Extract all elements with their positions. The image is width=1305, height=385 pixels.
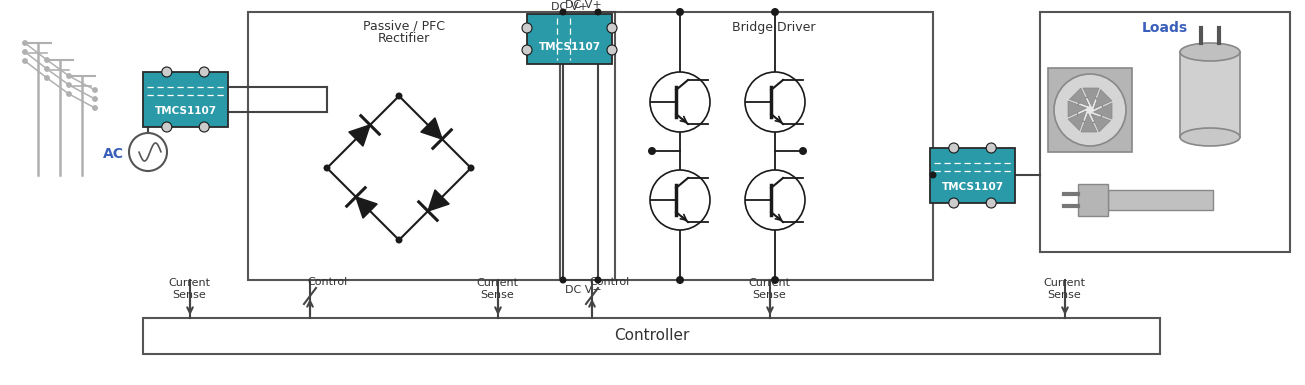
Ellipse shape [1180, 128, 1240, 146]
Circle shape [162, 122, 172, 132]
Text: Sense: Sense [1047, 290, 1081, 300]
Circle shape [395, 236, 402, 243]
Circle shape [93, 88, 97, 92]
Circle shape [799, 147, 806, 155]
Text: Current: Current [476, 278, 518, 288]
Polygon shape [1094, 103, 1112, 119]
Ellipse shape [1180, 43, 1240, 61]
Circle shape [607, 45, 617, 55]
Circle shape [650, 72, 710, 132]
Polygon shape [1070, 88, 1088, 106]
Text: TMCS1107: TMCS1107 [539, 42, 600, 52]
Circle shape [129, 133, 167, 171]
Text: Rectifier: Rectifier [378, 32, 431, 45]
Text: Sense: Sense [480, 290, 514, 300]
Circle shape [987, 198, 996, 208]
Bar [1048, 68, 1131, 152]
Bar [1108, 190, 1214, 210]
Circle shape [650, 170, 710, 230]
Circle shape [522, 45, 532, 55]
Circle shape [949, 198, 959, 208]
Circle shape [22, 50, 27, 54]
Circle shape [595, 276, 602, 283]
Circle shape [560, 276, 566, 283]
Text: DC V+: DC V+ [565, 0, 602, 10]
Text: Sense: Sense [752, 290, 786, 300]
Circle shape [324, 164, 330, 171]
Polygon shape [420, 118, 442, 139]
Bar [1180, 52, 1240, 137]
Polygon shape [428, 190, 449, 211]
Text: Loads: Loads [1142, 21, 1188, 35]
Circle shape [676, 276, 684, 284]
Bar [1078, 184, 1108, 216]
Bar [248, 12, 560, 280]
Bar [144, 72, 228, 127]
Circle shape [67, 92, 72, 96]
Text: AC: AC [103, 147, 124, 161]
Circle shape [467, 164, 475, 171]
Circle shape [676, 8, 684, 16]
Text: Passive / PFC: Passive / PFC [363, 20, 445, 32]
Text: Current: Current [168, 278, 210, 288]
Circle shape [44, 58, 50, 62]
Polygon shape [1081, 114, 1098, 132]
Bar [615, 12, 933, 280]
Circle shape [771, 8, 779, 16]
Text: TMCS1107: TMCS1107 [154, 105, 217, 116]
Circle shape [200, 122, 209, 132]
Bar [527, 14, 612, 64]
Circle shape [595, 8, 602, 15]
Circle shape [22, 59, 27, 63]
Circle shape [1054, 74, 1126, 146]
Polygon shape [356, 197, 377, 218]
Circle shape [1077, 97, 1103, 123]
Circle shape [745, 72, 805, 132]
Circle shape [949, 143, 959, 153]
Circle shape [771, 276, 779, 284]
Circle shape [67, 74, 72, 78]
Circle shape [745, 170, 805, 230]
Circle shape [22, 41, 27, 45]
Text: Sense: Sense [172, 290, 206, 300]
Polygon shape [348, 125, 371, 146]
Polygon shape [1083, 88, 1099, 107]
Text: TMCS1107: TMCS1107 [941, 181, 1004, 191]
Bar [1040, 12, 1291, 252]
Polygon shape [1094, 89, 1112, 109]
Circle shape [649, 147, 656, 155]
Text: Current: Current [1043, 278, 1084, 288]
Text: Control: Control [308, 277, 348, 287]
Text: DC V+: DC V+ [551, 2, 587, 12]
Circle shape [200, 67, 209, 77]
Bar [144, 318, 1160, 354]
Circle shape [44, 76, 50, 80]
Circle shape [560, 8, 566, 15]
Circle shape [93, 106, 97, 110]
Circle shape [44, 67, 50, 71]
Circle shape [929, 171, 937, 179]
Text: Controller: Controller [613, 328, 689, 343]
Circle shape [93, 97, 97, 101]
Text: Control: Control [590, 277, 630, 287]
Polygon shape [1091, 114, 1111, 132]
Circle shape [395, 92, 402, 99]
Circle shape [162, 67, 172, 77]
Bar [930, 148, 1015, 203]
Circle shape [67, 83, 72, 87]
Text: Current: Current [748, 278, 790, 288]
Polygon shape [1067, 111, 1086, 131]
Polygon shape [1067, 101, 1087, 117]
Text: Bridge Driver: Bridge Driver [732, 22, 816, 35]
Circle shape [522, 23, 532, 33]
Circle shape [987, 143, 996, 153]
Circle shape [607, 23, 617, 33]
Text: DC V−: DC V− [565, 285, 602, 295]
